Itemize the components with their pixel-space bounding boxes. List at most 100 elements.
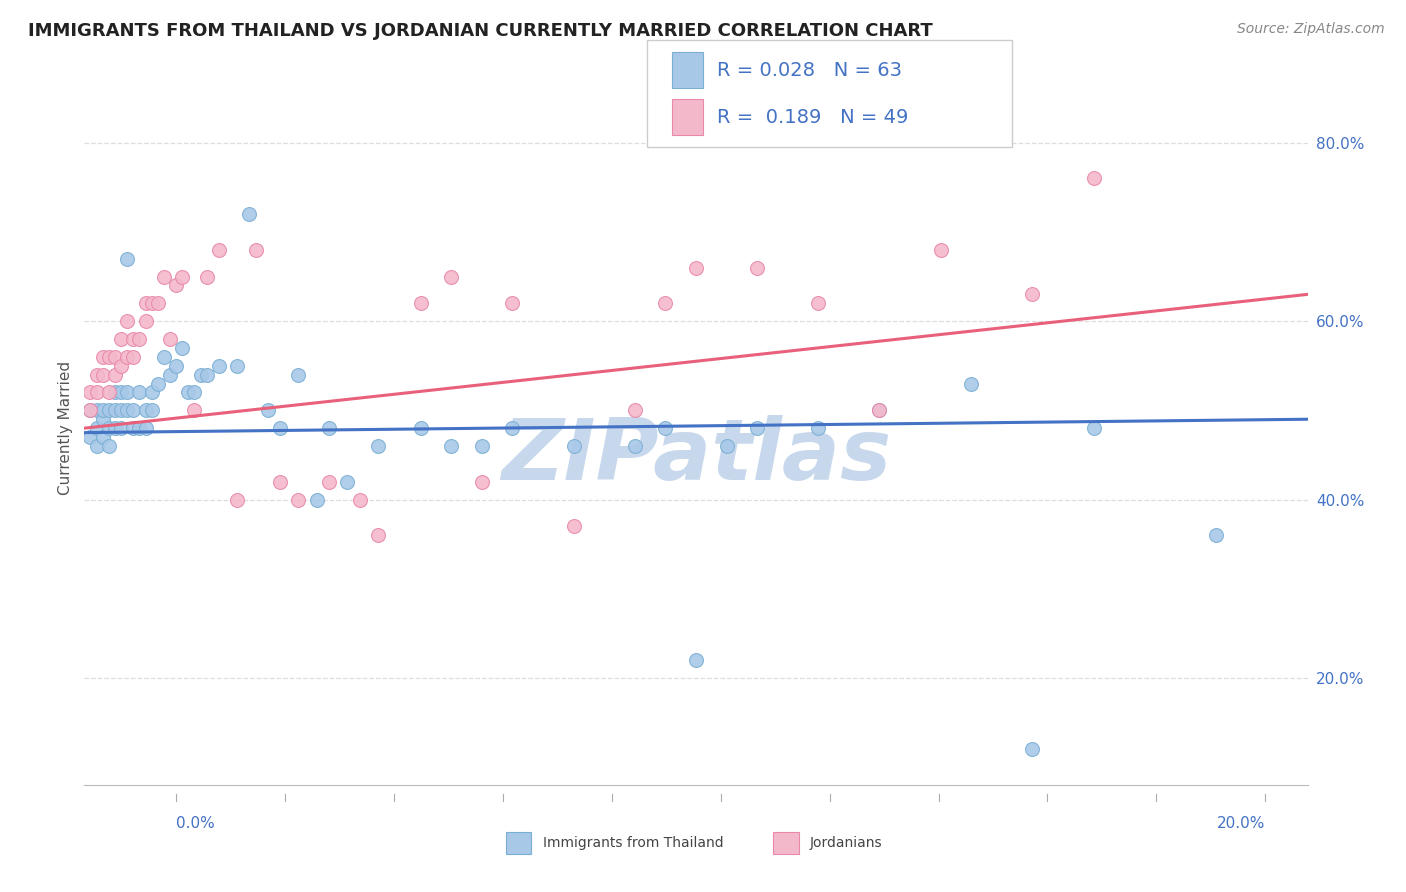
Point <box>91 368 114 382</box>
Point <box>1021 287 1043 301</box>
Point <box>104 403 127 417</box>
Point <box>305 492 328 507</box>
Text: R =  0.189   N = 49: R = 0.189 N = 49 <box>717 108 908 127</box>
Point <box>177 385 200 400</box>
Point <box>135 314 157 328</box>
Point <box>115 252 138 266</box>
Point <box>128 385 150 400</box>
Point <box>1083 171 1105 186</box>
Point <box>471 439 494 453</box>
Point <box>110 385 132 400</box>
Point <box>183 403 205 417</box>
Text: IMMIGRANTS FROM THAILAND VS JORDANIAN CURRENTLY MARRIED CORRELATION CHART: IMMIGRANTS FROM THAILAND VS JORDANIAN CU… <box>28 22 932 40</box>
Point <box>153 269 176 284</box>
Point <box>807 421 830 435</box>
Text: R = 0.028   N = 63: R = 0.028 N = 63 <box>717 61 903 79</box>
Point <box>367 439 389 453</box>
Point <box>91 350 114 364</box>
Point <box>97 421 120 435</box>
Point <box>122 403 145 417</box>
Point <box>238 207 260 221</box>
Point <box>747 260 769 275</box>
Point <box>141 403 163 417</box>
Point <box>869 403 891 417</box>
Text: Jordanians: Jordanians <box>810 836 883 850</box>
Point <box>110 359 132 373</box>
Point <box>336 475 359 489</box>
Point <box>128 421 150 435</box>
Point <box>409 421 432 435</box>
Point <box>195 269 218 284</box>
Point <box>128 332 150 346</box>
Point <box>115 403 138 417</box>
Point <box>141 385 163 400</box>
Point <box>91 430 114 444</box>
Point <box>165 359 187 373</box>
Point <box>869 403 891 417</box>
Point <box>153 350 176 364</box>
Point <box>960 376 983 391</box>
Point <box>287 368 309 382</box>
Point <box>97 403 120 417</box>
Point <box>97 385 120 400</box>
Point <box>172 269 194 284</box>
Point <box>440 439 463 453</box>
Point <box>367 528 389 542</box>
Text: Immigrants from Thailand: Immigrants from Thailand <box>543 836 723 850</box>
Point <box>226 492 249 507</box>
Point <box>654 421 676 435</box>
Point <box>79 430 101 444</box>
Point <box>104 385 127 400</box>
Text: ZIPatlas: ZIPatlas <box>501 415 891 499</box>
Point <box>287 492 309 507</box>
Point <box>257 403 280 417</box>
Point <box>685 653 707 667</box>
Point <box>79 385 101 400</box>
Point <box>110 403 132 417</box>
Point <box>135 421 157 435</box>
Point <box>86 403 108 417</box>
Point <box>122 332 145 346</box>
Point <box>245 243 267 257</box>
Point <box>91 403 114 417</box>
Y-axis label: Currently Married: Currently Married <box>58 361 73 495</box>
Point <box>146 376 169 391</box>
Point <box>172 341 194 355</box>
Point <box>409 296 432 310</box>
Point <box>624 439 647 453</box>
Point <box>86 368 108 382</box>
Point <box>135 403 157 417</box>
Point <box>86 385 108 400</box>
Point <box>471 475 494 489</box>
Point <box>190 368 212 382</box>
Point <box>654 296 676 310</box>
Point <box>110 332 132 346</box>
Point <box>183 385 205 400</box>
Point <box>104 350 127 364</box>
Point <box>79 403 101 417</box>
Text: Source: ZipAtlas.com: Source: ZipAtlas.com <box>1237 22 1385 37</box>
Point <box>146 296 169 310</box>
Point <box>97 439 120 453</box>
Point <box>159 332 181 346</box>
Point <box>115 385 138 400</box>
Text: 0.0%: 0.0% <box>176 816 215 831</box>
Text: 20.0%: 20.0% <box>1218 816 1265 831</box>
Point <box>269 475 291 489</box>
Point <box>269 421 291 435</box>
Point <box>208 359 231 373</box>
Point <box>349 492 371 507</box>
Point <box>104 421 127 435</box>
Point <box>1021 742 1043 756</box>
Point <box>104 368 127 382</box>
Point <box>115 350 138 364</box>
Point <box>208 243 231 257</box>
Point <box>562 439 585 453</box>
Point <box>1205 528 1227 542</box>
Point <box>122 421 145 435</box>
Point <box>110 421 132 435</box>
Point <box>318 475 340 489</box>
Point <box>502 421 524 435</box>
Point <box>159 368 181 382</box>
Point <box>86 421 108 435</box>
